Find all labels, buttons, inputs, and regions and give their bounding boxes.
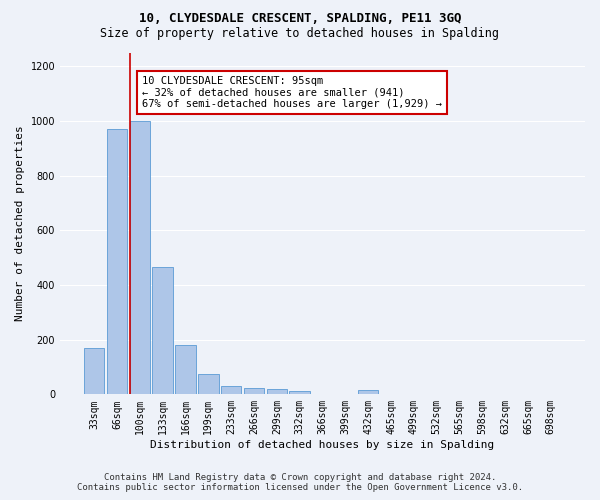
Text: Size of property relative to detached houses in Spalding: Size of property relative to detached ho… xyxy=(101,28,499,40)
X-axis label: Distribution of detached houses by size in Spalding: Distribution of detached houses by size … xyxy=(151,440,494,450)
Bar xyxy=(152,267,173,394)
Bar xyxy=(289,391,310,394)
Y-axis label: Number of detached properties: Number of detached properties xyxy=(15,126,25,322)
Bar xyxy=(175,345,196,395)
Bar xyxy=(84,348,104,395)
Bar xyxy=(358,390,379,394)
Bar xyxy=(244,388,264,394)
Bar xyxy=(107,129,127,394)
Bar xyxy=(266,389,287,394)
Text: 10 CLYDESDALE CRESCENT: 95sqm
← 32% of detached houses are smaller (941)
67% of : 10 CLYDESDALE CRESCENT: 95sqm ← 32% of d… xyxy=(142,76,442,109)
Bar xyxy=(221,386,241,394)
Bar xyxy=(198,374,218,394)
Bar xyxy=(130,121,150,394)
Text: 10, CLYDESDALE CRESCENT, SPALDING, PE11 3GQ: 10, CLYDESDALE CRESCENT, SPALDING, PE11 … xyxy=(139,12,461,26)
Text: Contains HM Land Registry data © Crown copyright and database right 2024.
Contai: Contains HM Land Registry data © Crown c… xyxy=(77,473,523,492)
